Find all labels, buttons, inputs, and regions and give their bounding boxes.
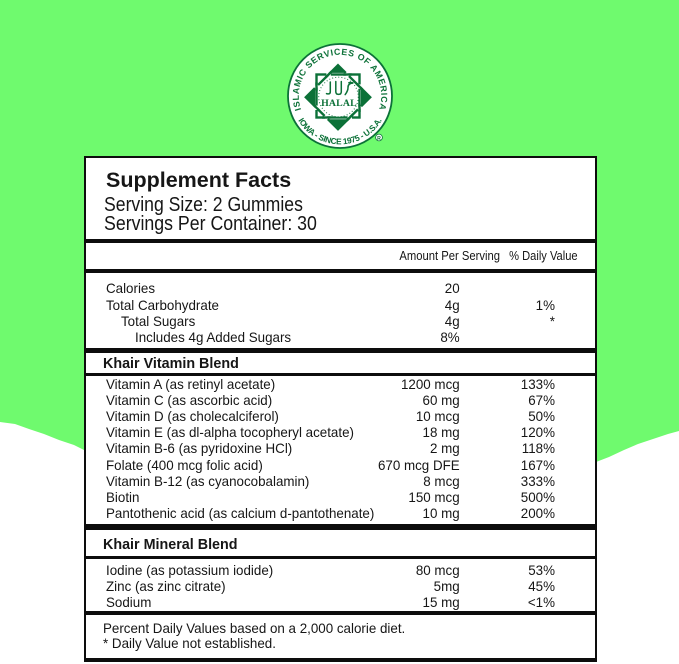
svg-text:R: R bbox=[377, 136, 381, 142]
svg-text:HALAL: HALAL bbox=[321, 98, 357, 109]
